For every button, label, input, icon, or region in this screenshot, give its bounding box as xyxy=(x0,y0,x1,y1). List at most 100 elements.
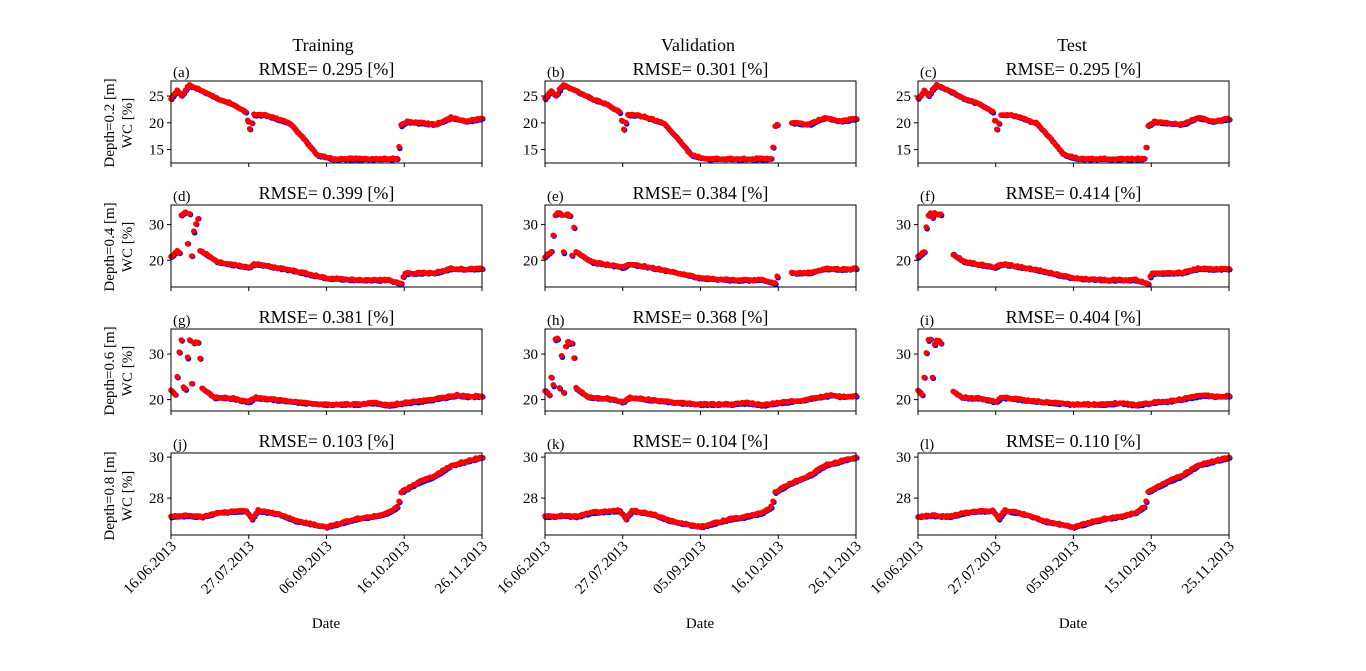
panel-j: (j) RMSE= 0.103 [%] 28 30 16.06.2013 27.07.20… xyxy=(121,431,491,598)
predicted-point xyxy=(556,385,563,391)
xlabel-test: Date xyxy=(1059,616,1088,632)
panel-label: (k) xyxy=(547,437,565,453)
row-ylabel-3-line-1: Depth=0.8 [m] xyxy=(102,451,118,540)
predicted-point xyxy=(770,144,776,151)
y-tick-label: 20 xyxy=(149,253,164,269)
predicted-point xyxy=(396,143,402,150)
series-observed xyxy=(916,455,1233,531)
xlabel-validation: Date xyxy=(686,616,715,632)
panel-g: (g) RMSE= 0.381 [%] 20 30 xyxy=(149,307,486,415)
y-tick-label: 28 xyxy=(523,491,538,507)
series-predicted xyxy=(168,337,485,409)
y-tick-label: 28 xyxy=(149,491,164,507)
y-tick-label: 30 xyxy=(523,450,538,466)
y-tick-label: 28 xyxy=(896,491,911,507)
predicted-point xyxy=(996,120,1002,127)
x-tick-label: 25.11.2013 xyxy=(1179,539,1238,598)
predicted-point xyxy=(919,392,925,398)
column-title-test: Test xyxy=(1057,35,1087,55)
y-tick-label: 20 xyxy=(896,393,911,409)
y-tick-label: 20 xyxy=(896,116,911,132)
predicted-point xyxy=(1143,144,1149,151)
panel-label: (a) xyxy=(173,65,190,81)
y-tick-label: 25 xyxy=(896,89,911,105)
predicted-point xyxy=(176,349,183,355)
y-tick-label: 20 xyxy=(149,116,164,132)
predicted-point xyxy=(927,210,934,216)
panel-e: (e) RMSE= 0.384 [%] 20 30 xyxy=(523,183,860,291)
predicted-point xyxy=(569,340,575,346)
column-title-training: Training xyxy=(292,35,353,55)
x-tick-label: 26.11.2013 xyxy=(432,539,491,598)
panel-label: (d) xyxy=(173,189,191,205)
predicted-point xyxy=(770,498,776,505)
series-observed xyxy=(169,210,486,287)
predicted-point xyxy=(768,155,774,162)
predicted-point xyxy=(178,337,185,343)
predicted-point xyxy=(550,232,557,239)
panel-label: (c) xyxy=(920,65,937,81)
predicted-point xyxy=(193,221,199,227)
predicted-point xyxy=(191,228,197,235)
predicted-point xyxy=(186,337,193,343)
panel-label: (b) xyxy=(547,65,565,81)
y-tick-label: 30 xyxy=(149,347,164,363)
panel-label: (l) xyxy=(920,437,934,453)
x-tick-label: 16.06.2013 xyxy=(121,539,180,598)
series-predicted xyxy=(542,82,859,163)
plot-frame xyxy=(917,204,1230,288)
predicted-point xyxy=(991,117,998,124)
rmse-title: RMSE= 0.301 [%] xyxy=(633,59,769,79)
predicted-point xyxy=(929,214,936,221)
panel-i: (i) RMSE= 0.404 [%] 20 30 xyxy=(896,307,1233,415)
predicted-point xyxy=(548,374,555,381)
predicted-point xyxy=(186,210,193,217)
plot-frame xyxy=(917,80,1230,164)
plot-frame xyxy=(544,80,857,164)
rmse-title: RMSE= 0.295 [%] xyxy=(1006,59,1142,79)
y-tick-label: 15 xyxy=(523,143,538,159)
predicted-point xyxy=(188,253,195,259)
row-ylabel-2: Depth=0.6 [m] WC [%] xyxy=(102,326,136,415)
predicted-point xyxy=(182,386,189,392)
predicted-point xyxy=(929,374,936,381)
predicted-point xyxy=(1145,281,1151,287)
panel-d: (d) RMSE= 0.399 [%] 20 30 xyxy=(149,183,486,291)
predicted-point xyxy=(244,117,251,124)
predicted-point xyxy=(558,352,565,359)
predicted-point xyxy=(558,212,565,218)
rmse-title: RMSE= 0.384 [%] xyxy=(633,183,769,203)
y-tick-label: 20 xyxy=(149,393,164,409)
predicted-point xyxy=(249,120,255,126)
predicted-point xyxy=(176,249,183,256)
x-tick-label: 15.10.2013 xyxy=(1101,539,1160,598)
y-tick-label: 15 xyxy=(149,143,164,159)
panel-f: (f) RMSE= 0.414 [%] 20 30 xyxy=(896,183,1233,291)
predicted-point xyxy=(989,108,996,115)
predicted-point xyxy=(923,224,930,230)
predicted-point xyxy=(398,280,404,287)
row-ylabel-0-line-1: Depth=0.2 [m] xyxy=(102,78,118,167)
y-tick-label: 25 xyxy=(149,89,164,105)
series-predicted xyxy=(542,335,859,408)
panel-label: (e) xyxy=(547,189,564,205)
predicted-point xyxy=(569,252,575,259)
predicted-point xyxy=(567,212,573,219)
row-ylabel-3-line-2: WC [%] xyxy=(120,471,136,521)
predicted-point xyxy=(548,249,555,255)
panel-k: (k) RMSE= 0.104 [%] 28 30 16.06.2013 27.07.20… xyxy=(495,431,865,598)
plot-frame xyxy=(917,452,1230,536)
predicted-point xyxy=(546,392,552,398)
x-tick-label: 16.10.2013 xyxy=(728,539,787,598)
y-tick-label: 30 xyxy=(149,218,164,234)
predicted-point xyxy=(396,498,402,505)
y-tick-label: 20 xyxy=(896,253,911,269)
row-ylabel-1: Depth=0.4 [m] WC [%] xyxy=(102,202,136,291)
predicted-point xyxy=(938,340,944,347)
predicted-point xyxy=(195,339,201,346)
plot-frame xyxy=(544,452,857,536)
series-predicted xyxy=(915,336,1232,409)
panel-label: (h) xyxy=(547,313,565,329)
row-ylabel-3: Depth=0.8 [m] WC [%] xyxy=(102,451,136,540)
panel-b: (b) RMSE= 0.301 [%] 15 20 25 xyxy=(523,59,860,167)
